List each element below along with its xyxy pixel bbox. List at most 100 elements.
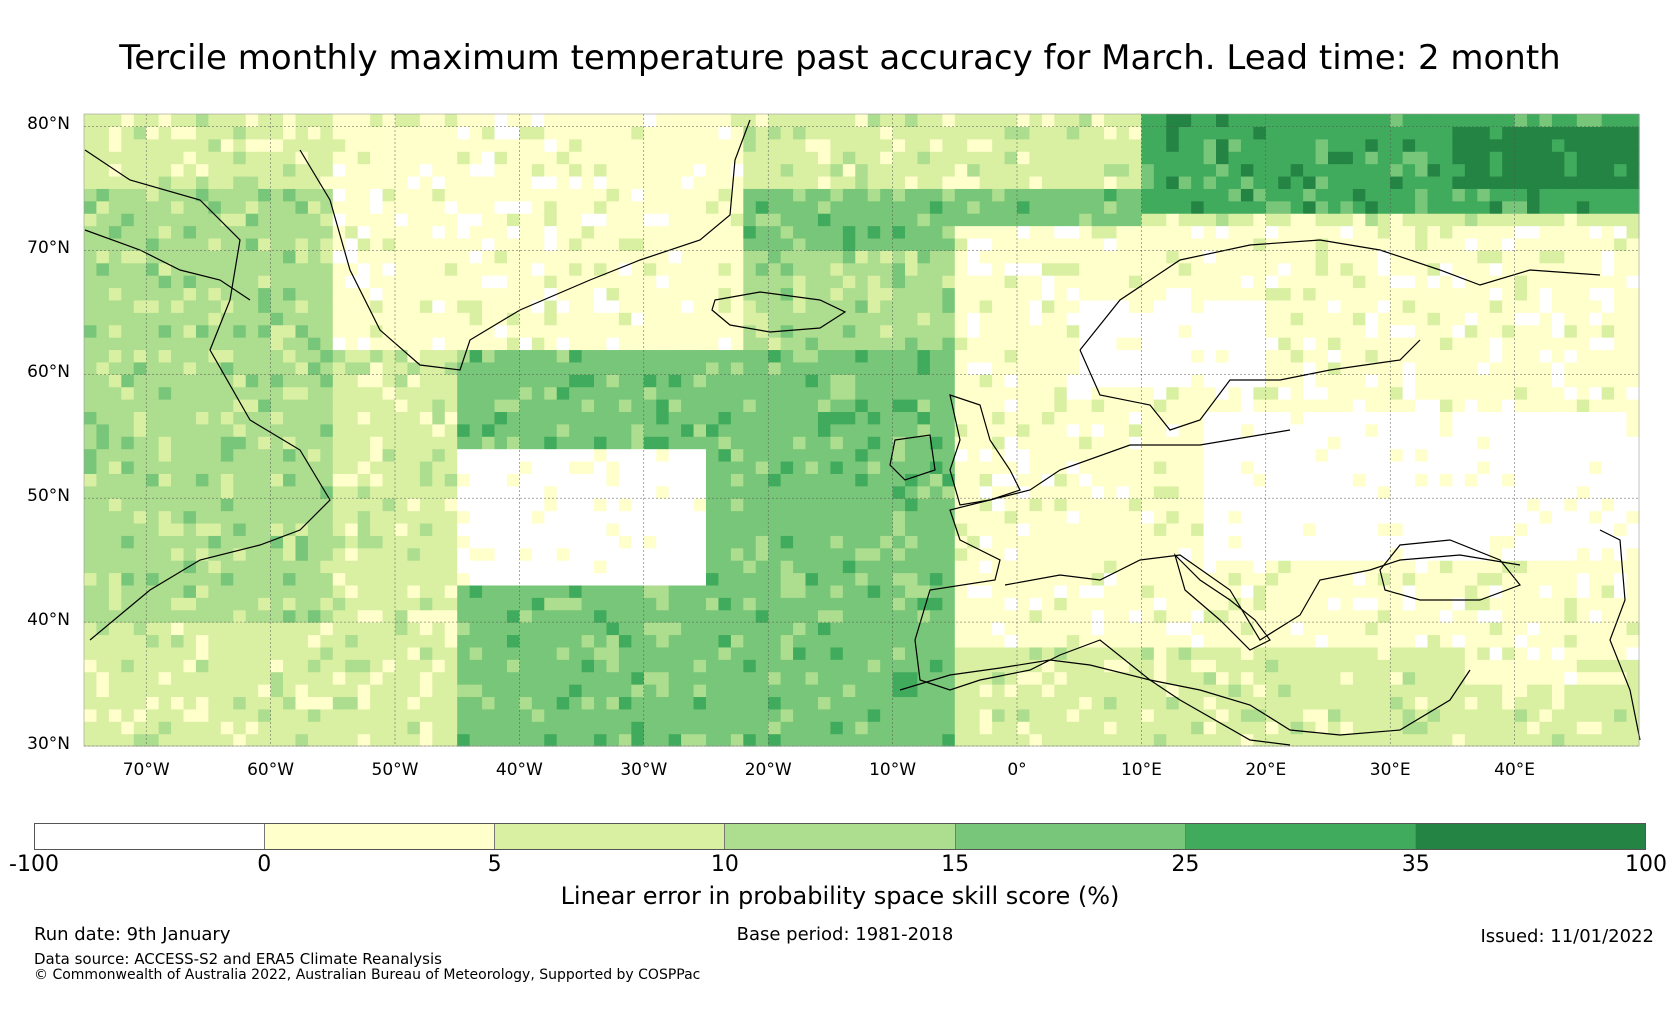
- grid-cell: [469, 696, 483, 710]
- grid-cell: [84, 337, 98, 351]
- grid-cell: [270, 386, 284, 400]
- grid-cell: [432, 114, 446, 127]
- grid-cell: [1054, 138, 1068, 152]
- grid-cell: [1178, 708, 1192, 722]
- grid-cell: [1153, 337, 1167, 351]
- grid-cell: [96, 522, 110, 536]
- grid-cell: [295, 473, 309, 487]
- grid-cell: [1153, 572, 1167, 586]
- grid-cell: [133, 659, 147, 673]
- grid-cell: [867, 498, 881, 512]
- grid-cell: [1265, 151, 1279, 165]
- grid-cell: [544, 597, 558, 611]
- grid-cell: [233, 485, 247, 499]
- grid-cell: [992, 324, 1006, 338]
- grid-cell: [768, 684, 782, 698]
- grid-cell: [755, 659, 769, 673]
- grid-cell: [905, 423, 919, 437]
- grid-cell: [419, 634, 433, 648]
- grid-cell: [96, 126, 110, 140]
- grid-cell: [780, 498, 794, 512]
- grid-cell: [220, 535, 234, 549]
- grid-cell: [917, 423, 931, 437]
- grid-cell: [706, 250, 720, 264]
- grid-cell: [270, 584, 284, 598]
- grid-cell: [258, 225, 272, 239]
- grid-cell: [693, 547, 707, 561]
- grid-cell: [1079, 299, 1093, 313]
- grid-cell: [1066, 671, 1080, 685]
- grid-cell: [618, 151, 632, 165]
- grid-cell: [880, 460, 894, 474]
- grid-cell: [618, 386, 632, 400]
- grid-cell: [1253, 436, 1267, 450]
- grid-cell: [867, 126, 881, 140]
- grid-cell: [1240, 522, 1254, 536]
- grid-cell: [457, 299, 471, 313]
- grid-cell: [1104, 733, 1118, 747]
- grid-cell: [283, 250, 297, 264]
- grid-cell: [730, 485, 744, 499]
- grid-cell: [1054, 609, 1068, 623]
- grid-cell: [992, 399, 1006, 413]
- grid-cell: [382, 547, 396, 561]
- grid-cell: [1191, 151, 1205, 165]
- grid-cell: [1091, 460, 1105, 474]
- grid-cell: [233, 535, 247, 549]
- grid-cell: [929, 671, 943, 685]
- grid-cell: [270, 374, 284, 388]
- grid-cell: [793, 225, 807, 239]
- grid-cell: [108, 547, 122, 561]
- grid-cell: [1054, 535, 1068, 549]
- grid-cell: [407, 708, 421, 722]
- grid-cell: [332, 733, 346, 747]
- grid-cell: [245, 299, 259, 313]
- grid-cell: [855, 584, 869, 598]
- grid-cell: [979, 460, 993, 474]
- grid-cell: [121, 299, 135, 313]
- grid-cell: [643, 708, 657, 722]
- grid-cell: [1166, 659, 1180, 673]
- grid-cell: [793, 708, 807, 722]
- grid-cell: [307, 609, 321, 623]
- grid-cell: [693, 399, 707, 413]
- grid-cell: [258, 175, 272, 189]
- grid-cell: [743, 460, 757, 474]
- grid-cell: [581, 597, 595, 611]
- grid-cell: [283, 423, 297, 437]
- grid-cell: [556, 634, 570, 648]
- grid-cell: [1128, 634, 1142, 648]
- grid-cell: [357, 671, 371, 685]
- grid-cell: [1253, 423, 1267, 437]
- grid-cell: [1091, 597, 1105, 611]
- grid-cell: [905, 312, 919, 326]
- grid-cell: [419, 225, 433, 239]
- grid-cell: [1104, 535, 1118, 549]
- grid-cell: [867, 151, 881, 165]
- grid-cell: [457, 634, 471, 648]
- grid-cell: [618, 733, 632, 747]
- grid-cell: [158, 262, 172, 276]
- grid-cell: [805, 175, 819, 189]
- grid-cell: [133, 572, 147, 586]
- grid-cell: [1228, 498, 1242, 512]
- grid-cell: [1128, 225, 1142, 239]
- grid-cell: [631, 188, 645, 202]
- grid-cell: [817, 386, 831, 400]
- grid-cell: [307, 188, 321, 202]
- grid-cell: [618, 126, 632, 140]
- grid-cell: [121, 114, 135, 127]
- grid-cell: [1141, 213, 1155, 227]
- grid-cell: [84, 584, 98, 598]
- grid-cell: [967, 733, 981, 747]
- grid-cell: [444, 448, 458, 462]
- grid-cell: [1066, 597, 1080, 611]
- grid-cell: [693, 213, 707, 227]
- grid-cell: [1128, 671, 1142, 685]
- grid-cell: [1153, 448, 1167, 462]
- grid-cell: [519, 423, 533, 437]
- grid-cell: [1041, 473, 1055, 487]
- grid-cell: [283, 696, 297, 710]
- grid-cell: [967, 485, 981, 499]
- grid-cell: [743, 684, 757, 698]
